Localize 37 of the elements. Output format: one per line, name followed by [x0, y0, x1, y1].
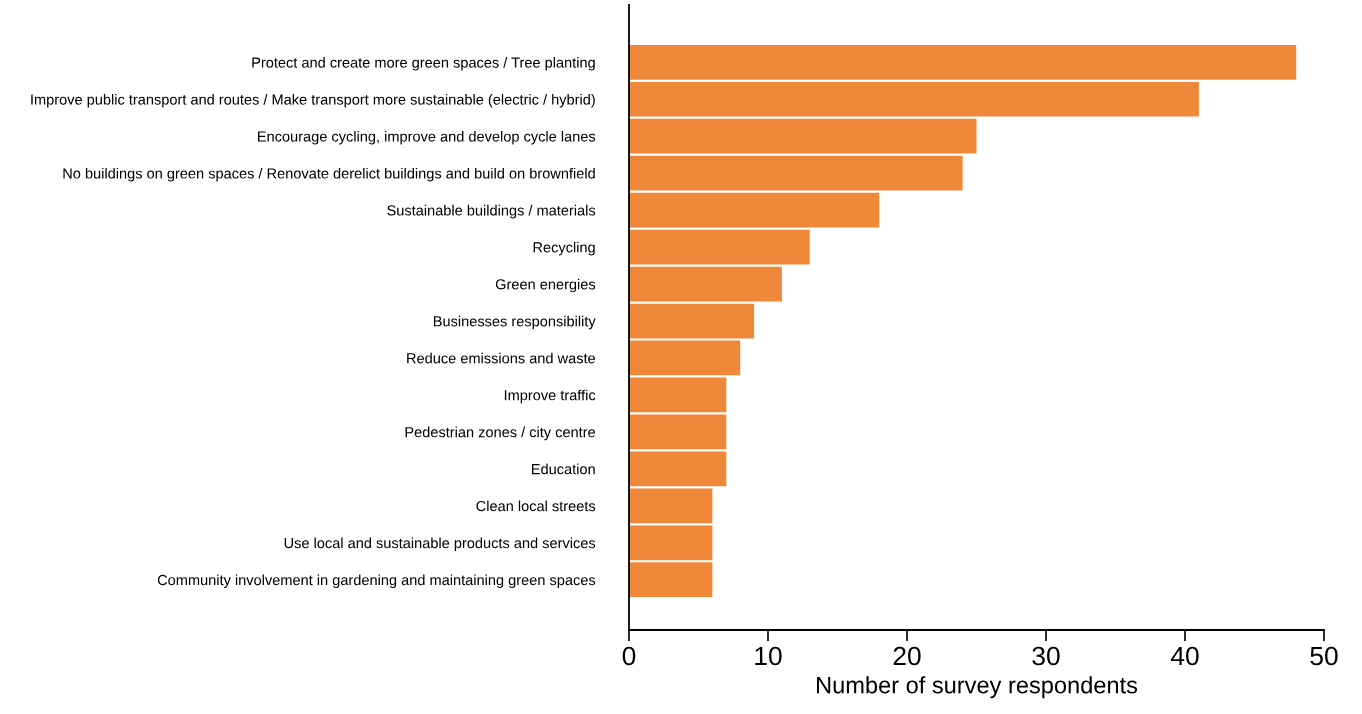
x-tick-label: 50: [1310, 646, 1338, 666]
bar: [629, 414, 727, 450]
bar: [629, 44, 1297, 80]
bar: [629, 451, 727, 487]
bar: [629, 81, 1199, 117]
y-tick-label: Recycling: [533, 241, 595, 256]
bar: [629, 340, 741, 376]
x-tick-label: 10: [755, 646, 782, 666]
y-tick-label: Improve public transport and routes / Make transport more sustainable (electric / hybrid): [31, 93, 595, 108]
x-tick-label: 40: [1170, 646, 1199, 666]
y-tick-label: Community involvement in gardening and maintaining green spaces: [157, 574, 596, 589]
bar: [629, 229, 810, 265]
y-tick-label: Use local and sustainable products and services: [284, 537, 596, 552]
bar: [629, 192, 880, 228]
bar: [629, 266, 782, 302]
bar: [629, 377, 727, 413]
y-tick-label: Businesses responsibility: [433, 315, 596, 330]
x-tick-label: 30: [1032, 646, 1060, 666]
y-tick-label: Clean local streets: [476, 500, 596, 512]
x-axis-title: Number of survey respondents: [817, 676, 1138, 699]
y-tick-label: Green energies: [495, 278, 596, 293]
y-tick-label: Encourage cycling, improve and develop cycle lanes: [258, 130, 596, 145]
bar: [629, 525, 713, 561]
y-tick-label: No buildings on green spaces / Renovate derelict buildings and build on brownfield: [63, 167, 595, 182]
bar: [629, 118, 977, 154]
y-tick-label: Reduce emissions and waste: [407, 352, 596, 364]
bar: [629, 562, 713, 598]
y-tick-label: Pedestrian zones / city centre: [405, 426, 596, 441]
bar: [629, 155, 963, 191]
bar: [629, 488, 713, 524]
x-tick-label: 20: [893, 646, 921, 666]
y-tick-label: Education: [532, 463, 595, 475]
y-tick-label: Protect and create more green spaces / Tree planting: [252, 57, 595, 71]
y-tick-label: Sustainable buildings / materials: [387, 204, 596, 219]
x-tick-label: 0: [622, 646, 636, 666]
y-tick-label: Improve traffic: [504, 389, 596, 404]
bar: [629, 303, 755, 339]
